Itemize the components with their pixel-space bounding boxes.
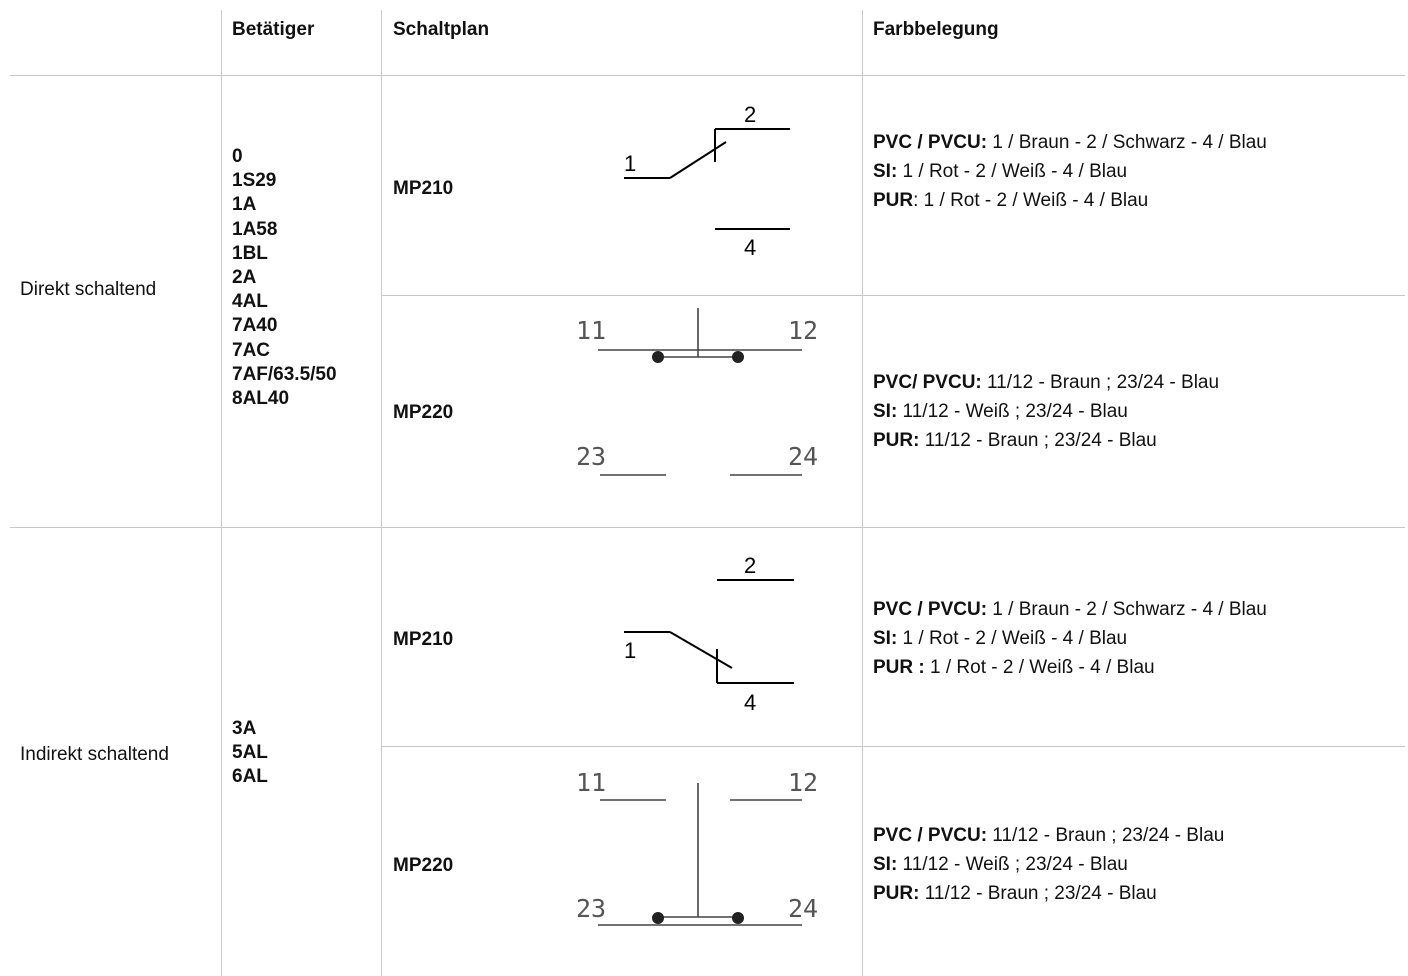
farbbelegung-block: PVC / PVCU: 1 / Braun - 2 / Schwarz - 4 … [873,595,1267,682]
terminal-label: 4 [744,235,756,260]
terminal-label: 1 [624,638,636,663]
betaetiger-code: 1A58 [232,218,278,240]
terminal-label: 12 [788,768,818,797]
farbbelegung-block: PVC / PVCU: 11/12 - Braun ; 23/24 - Blau… [873,821,1224,908]
schaltplan-mp210-direkt: 1 2 4 [624,102,790,260]
color-value: : 1 / Rot - 2 / Weiß - 4 / Blau [913,190,1149,211]
color-line: PUR: 1 / Rot - 2 / Weiß - 4 / Blau [873,186,1267,215]
color-line: PUR: 11/12 - Braun ; 23/24 - Blau [873,426,1219,455]
color-key: PUR : [873,657,925,678]
terminal-label: 24 [788,894,818,923]
color-key: PVC / PVCU: [873,825,988,846]
betaetiger-code: 1S29 [232,170,277,192]
header-betaetiger: Betätiger [232,19,315,40]
farbbelegung-block: PVC/ PVCU: 11/12 - Braun ; 23/24 - Blau … [873,368,1219,455]
terminal-label: 11 [576,316,606,345]
color-value: 1 / Rot - 2 / Weiß - 4 / Blau [897,628,1128,649]
color-value: 11/12 - Braun ; 23/24 - Blau [987,825,1225,846]
betaetiger-code: 6AL [232,766,268,788]
color-key: SI: [873,628,898,649]
farbbelegung-block: PVC / PVCU: 1 / Braun - 2 / Schwarz - 4 … [873,128,1267,215]
terminal-label: 2 [744,553,756,578]
terminal-label: 4 [744,690,756,715]
model-label: MP220 [393,402,454,423]
color-key: PVC / PVCU: [873,132,988,153]
color-key: PUR: [873,883,920,904]
color-line: SI: 1 / Rot - 2 / Weiß - 4 / Blau [873,157,1267,186]
betaetiger-code: 4AL [232,291,268,313]
betaetiger-code: 7AF/63.5/50 [232,363,337,385]
color-key: PUR: [873,430,920,451]
color-line: PUR: 11/12 - Braun ; 23/24 - Blau [873,879,1224,908]
model-label: MP210 [393,629,454,650]
betaetiger-code: 7AC [232,339,271,361]
betaetiger-list-direkt: 0 1S29 1A 1A58 1BL 2A 4AL 7A40 7AC 7AF/6… [232,145,337,411]
terminal-label: 23 [576,894,606,923]
terminal-label: 23 [576,442,606,471]
color-value: 1 / Braun - 2 / Schwarz - 4 / Blau [987,599,1267,620]
terminal-label: 11 [576,768,606,797]
model-label: MP220 [393,855,454,876]
betaetiger-list-indirekt: 3A 5AL 6AL [232,717,268,790]
color-line: PVC / PVCU: 11/12 - Braun ; 23/24 - Blau [873,821,1224,850]
column-divider [381,10,382,976]
color-line: SI: 1 / Rot - 2 / Weiß - 4 / Blau [873,624,1267,653]
color-value: 11/12 - Braun ; 23/24 - Blau [919,883,1157,904]
color-line: PVC / PVCU: 1 / Braun - 2 / Schwarz - 4 … [873,595,1267,624]
color-line: PVC/ PVCU: 11/12 - Braun ; 23/24 - Blau [873,368,1219,397]
color-line: SI: 11/12 - Weiß ; 23/24 - Blau [873,850,1224,879]
color-key: SI: [873,401,898,422]
terminal-label: 12 [788,316,818,345]
header-farbbelegung: Farbbelegung [873,19,999,40]
color-value: 11/12 - Weiß ; 23/24 - Blau [897,854,1128,875]
betaetiger-code: 0 [232,146,243,167]
color-key: SI: [873,854,898,875]
color-key: PUR [873,190,914,211]
color-line: PUR : 1 / Rot - 2 / Weiß - 4 / Blau [873,653,1267,682]
terminal-label: 1 [624,151,636,176]
color-key: PVC/ PVCU: [873,372,982,393]
betaetiger-code: 3A [232,718,257,739]
group-label-direkt: Direkt schaltend [20,279,157,300]
row-divider [381,295,1405,296]
color-value: 1 / Braun - 2 / Schwarz - 4 / Blau [987,132,1267,153]
group-label-indirekt: Indirekt schaltend [20,744,169,765]
schaltplan-mp220-indirekt: 11 12 23 24 [576,768,818,926]
column-divider [862,10,863,976]
betaetiger-code: 1BL [232,242,268,264]
color-value: 11/12 - Braun ; 23/24 - Blau [919,430,1157,451]
color-key: PVC / PVCU: [873,599,988,620]
row-divider [10,527,1405,528]
header-schaltplan: Schaltplan [393,19,490,40]
color-value: 11/12 - Weiß ; 23/24 - Blau [897,401,1128,422]
row-divider [10,75,1405,76]
betaetiger-code: 7A40 [232,315,278,337]
betaetiger-code: 2A [232,267,257,289]
betaetiger-code: 1A [232,194,257,216]
color-line: SI: 11/12 - Weiß ; 23/24 - Blau [873,397,1219,426]
betaetiger-code: 5AL [232,742,268,764]
schaltplan-mp220-direkt: 11 12 23 24 [576,308,818,476]
schaltplan-mp210-indirekt: 1 2 4 [624,553,794,715]
terminal-label: 2 [744,102,756,127]
terminal-label: 24 [788,442,818,471]
color-value: 1 / Rot - 2 / Weiß - 4 / Blau [897,161,1128,182]
color-value: 11/12 - Braun ; 23/24 - Blau [981,372,1220,393]
color-line: PVC / PVCU: 1 / Braun - 2 / Schwarz - 4 … [873,128,1267,157]
color-value: 1 / Rot - 2 / Weiß - 4 / Blau [924,657,1155,678]
model-label: MP210 [393,178,454,199]
column-divider [221,10,222,976]
row-divider [381,746,1405,747]
color-key: SI: [873,161,898,182]
betaetiger-code: 8AL40 [232,388,290,410]
